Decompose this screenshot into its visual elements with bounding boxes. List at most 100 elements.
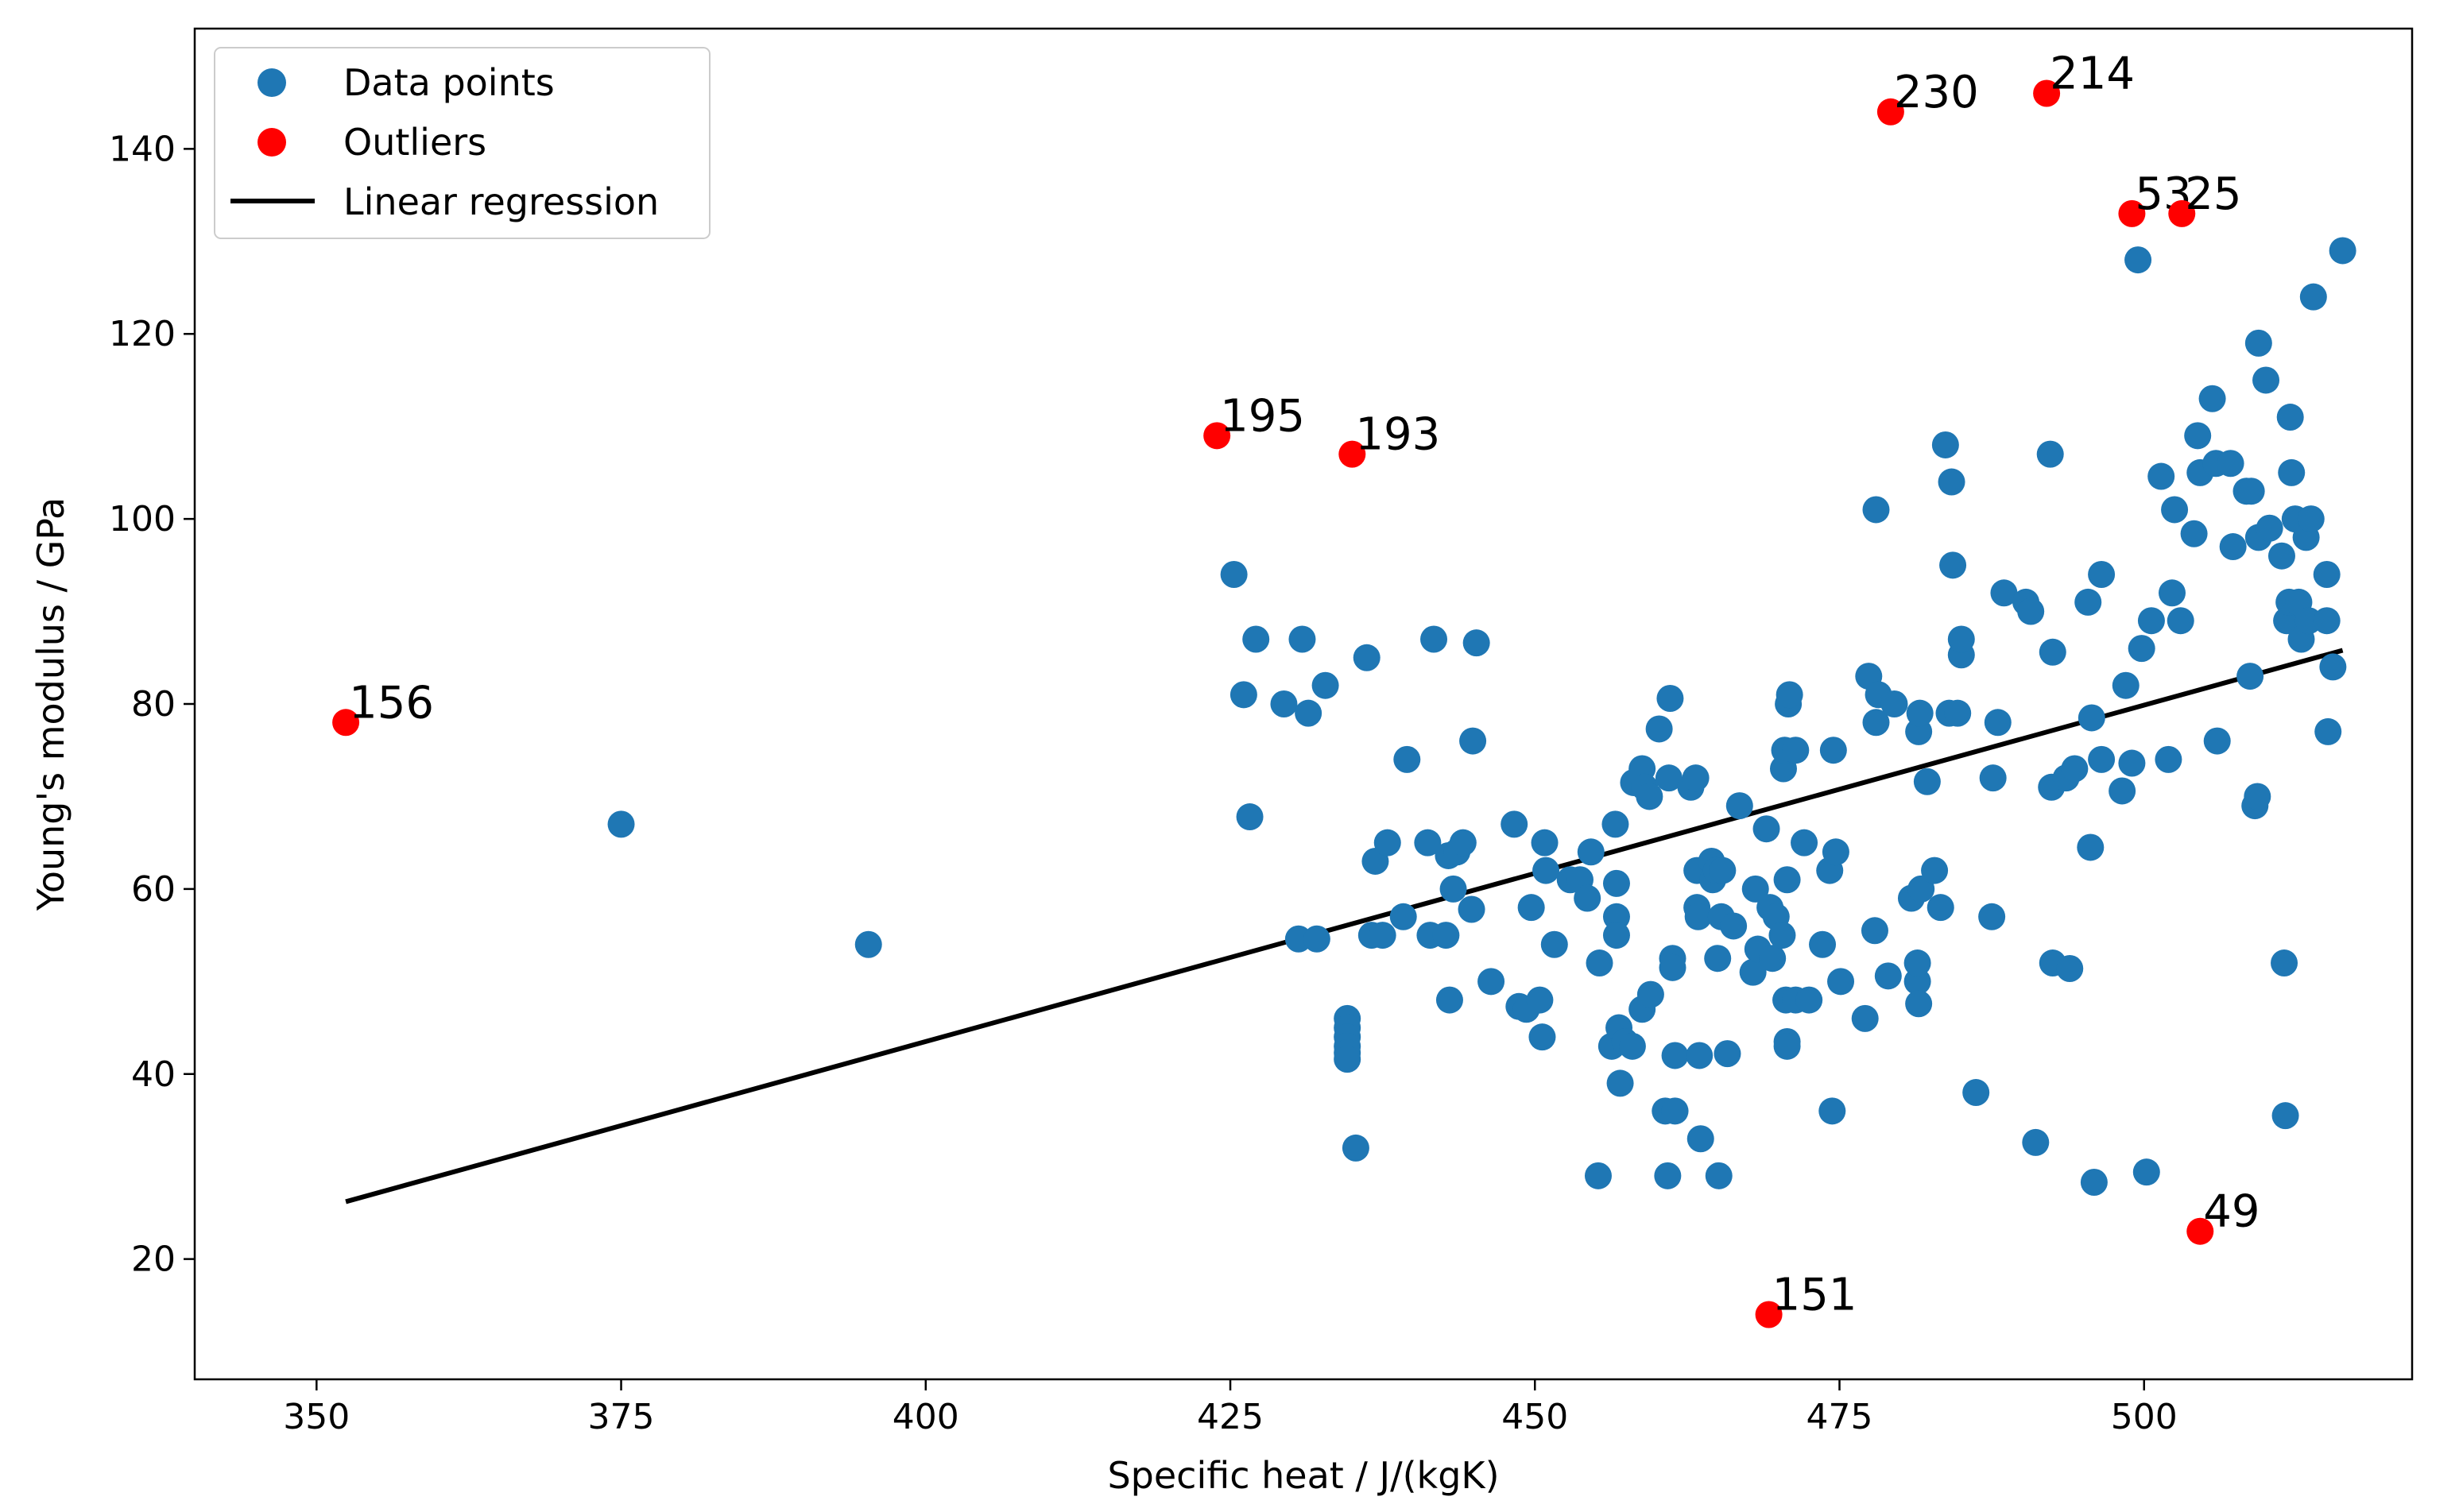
data-point — [1540, 930, 1568, 958]
data-point — [2132, 1158, 2160, 1186]
data-point — [1795, 986, 1823, 1014]
data-point — [1459, 727, 1487, 755]
y-tick-label: 80 — [131, 684, 176, 725]
data-point — [1962, 1079, 1990, 1107]
data-point — [1705, 1162, 1733, 1189]
x-tick-label: 500 — [2111, 1397, 2178, 1437]
data-point — [1725, 792, 1753, 820]
data-point — [1532, 857, 1560, 884]
outlier-point — [2186, 1217, 2214, 1245]
data-point — [1577, 838, 1605, 866]
y-tick-label: 120 — [109, 314, 176, 354]
y-axis-label: Young's modulus / GPa — [29, 497, 72, 911]
data-point — [2313, 607, 2341, 635]
data-point — [2271, 949, 2298, 977]
data-point — [2159, 579, 2186, 607]
data-point — [2244, 783, 2271, 810]
data-point — [1862, 496, 1890, 524]
data-point — [1752, 815, 1780, 843]
data-point — [1655, 764, 1683, 792]
data-point — [1984, 709, 2012, 737]
data-point — [854, 930, 882, 958]
x-tick-label: 450 — [1501, 1397, 1568, 1437]
data-point — [2297, 505, 2325, 533]
y-tick-label: 140 — [109, 129, 176, 169]
data-point — [1939, 551, 1967, 579]
data-point — [2077, 833, 2105, 861]
data-point — [1230, 681, 1257, 709]
data-point — [1373, 829, 1401, 857]
data-point — [2167, 607, 2194, 635]
outlier-label: 214 — [2050, 48, 2135, 100]
data-point — [1606, 1069, 1634, 1097]
data-point — [1903, 968, 1931, 996]
x-axis-label: Specific heat / J/(kgK) — [1107, 1454, 1499, 1497]
data-point — [2061, 755, 2089, 783]
data-point — [1295, 699, 1322, 727]
data-point — [2118, 749, 2146, 777]
data-point — [2056, 955, 2084, 983]
data-point — [2128, 635, 2155, 663]
outlier-label: 49 — [2203, 1186, 2260, 1238]
data-point — [1270, 690, 1298, 717]
data-point — [2147, 462, 2175, 490]
data-point — [1636, 980, 1664, 1008]
data-point — [1709, 857, 1737, 884]
data-point — [1389, 903, 1417, 930]
data-point — [1420, 625, 1448, 653]
data-point — [1601, 810, 1629, 838]
data-point — [1311, 671, 1339, 699]
outlier-point — [2118, 199, 2146, 227]
data-point — [1334, 1046, 1361, 1073]
data-point — [1458, 895, 1485, 923]
data-point — [1439, 875, 1467, 903]
data-point — [1645, 715, 1673, 743]
data-point — [1288, 625, 1316, 653]
data-point — [2256, 514, 2283, 542]
data-point — [1776, 681, 1803, 709]
outlier-point — [2033, 79, 2061, 107]
legend-label-outliers: Outliers — [343, 121, 486, 164]
y-tick-label: 100 — [109, 499, 176, 539]
data-points-layer — [607, 237, 2356, 1196]
x-tick-label: 425 — [1197, 1397, 1264, 1437]
data-point — [1618, 1032, 1646, 1060]
data-point — [1809, 930, 1837, 958]
legend: Data points Outliers Linear regression — [214, 47, 711, 239]
data-point — [1656, 685, 1684, 713]
data-point — [1822, 838, 1849, 866]
data-point — [2155, 745, 2182, 773]
data-point — [1903, 949, 1931, 977]
data-point — [1759, 945, 1787, 973]
data-point — [1526, 986, 1554, 1014]
data-point — [2039, 638, 2066, 666]
data-point — [1947, 625, 1975, 653]
data-point — [1768, 922, 1796, 949]
data-point — [1682, 764, 1710, 792]
data-point — [1531, 829, 1559, 857]
data-point — [1414, 829, 1442, 857]
outlier-point — [332, 709, 360, 737]
data-point — [2219, 533, 2247, 561]
data-point — [1342, 1134, 1369, 1162]
outlier-label: 230 — [1894, 67, 1979, 118]
data-point — [1818, 1097, 1846, 1125]
outlier-point — [1755, 1301, 1783, 1328]
data-point — [1827, 968, 1855, 996]
data-point — [2217, 450, 2244, 478]
data-point — [1931, 431, 1959, 458]
data-point — [1782, 737, 1810, 764]
data-point — [1686, 1125, 1714, 1153]
data-point — [1242, 625, 1270, 653]
regression-line — [345, 648, 2344, 1205]
outlier-label: 156 — [349, 677, 434, 729]
data-point — [1661, 1097, 1689, 1125]
regression-layer — [345, 648, 2344, 1205]
data-point — [1462, 629, 1490, 657]
data-point — [1862, 709, 1890, 737]
data-point — [2036, 440, 2064, 468]
data-point — [1393, 745, 1421, 773]
data-point — [2017, 597, 2045, 625]
data-point — [2319, 653, 2347, 681]
